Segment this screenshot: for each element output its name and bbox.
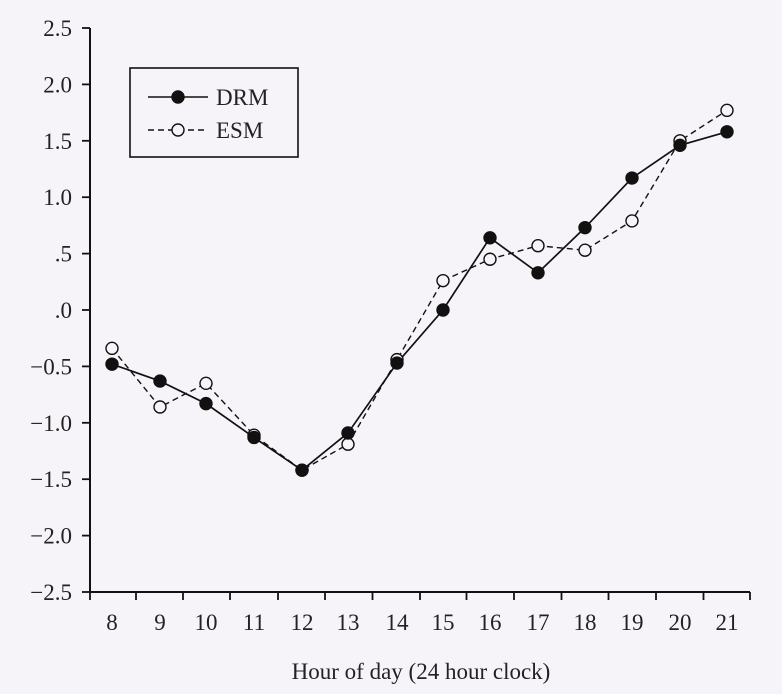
series-line-esm: [111, 109, 728, 472]
legend-esm-label: ESM: [216, 118, 263, 143]
legend-esm-marker: [171, 123, 185, 137]
x-tick-label: 10: [195, 610, 218, 635]
data-point-drm: [436, 303, 450, 317]
data-point-drm: [578, 220, 592, 235]
x-tick-label: 15: [432, 610, 455, 635]
data-point-drm: [247, 430, 261, 445]
data-point-esm: [625, 214, 639, 228]
tick-labels: 2.5 2.0 1.5 1.0 .5 .0 −0.5 −1.0 −1.5 −2.0 −2.5 8 9 10…: [30, 16, 738, 635]
data-points: [105, 103, 734, 477]
y-tick-label: −2.0: [30, 524, 72, 549]
y-tick-label: 2.0: [43, 72, 72, 97]
data-point-drm: [531, 266, 545, 280]
tick-marks: [82, 27, 751, 600]
y-tick-label: 2.5: [43, 16, 72, 41]
y-tick-label: 1.0: [43, 185, 72, 210]
y-tick-label: .0: [55, 298, 72, 323]
series-line-drm: [111, 130, 728, 472]
data-point-drm: [625, 171, 639, 185]
y-tick-label: −1.0: [30, 411, 72, 436]
y-tick-label: −2.5: [30, 580, 72, 605]
data-point-esm: [436, 273, 450, 288]
data-point-drm: [720, 125, 734, 139]
x-tick-label: 16: [479, 610, 502, 635]
x-tick-label: 20: [669, 610, 692, 635]
x-tick-label: 17: [527, 610, 550, 635]
x-tick-label: 14: [386, 610, 410, 635]
x-tick-label: 8: [106, 610, 118, 635]
data-point-drm: [199, 396, 213, 411]
y-tick-label: −0.5: [30, 354, 72, 379]
y-tick-label: 1.5: [43, 129, 72, 154]
data-point-drm: [673, 138, 687, 153]
data-point-esm: [105, 341, 119, 356]
x-tick-label: 12: [291, 610, 314, 635]
data-point-esm: [341, 437, 355, 451]
data-point-drm: [105, 357, 119, 371]
series-lines: [111, 109, 728, 472]
data-point-esm: [531, 239, 545, 253]
x-tick-label: 21: [716, 610, 739, 635]
x-tick-label: 19: [621, 610, 644, 635]
x-axis-label: Hour of day (24 hour clock): [292, 659, 551, 684]
data-point-drm: [295, 463, 309, 477]
x-tick-label: 9: [154, 610, 166, 635]
data-point-esm: [199, 376, 213, 391]
data-point-esm: [720, 103, 734, 118]
data-point-drm: [483, 231, 497, 245]
data-point-esm: [578, 243, 592, 257]
x-tick-label: 13: [337, 610, 360, 635]
data-point-drm: [153, 374, 167, 388]
x-tick-label: 11: [243, 610, 265, 635]
data-point-drm: [390, 356, 404, 370]
legend: DRM ESM: [129, 67, 299, 158]
legend-drm-label: DRM: [216, 85, 268, 110]
data-point-esm: [153, 400, 167, 414]
legend-box: [129, 67, 299, 158]
y-tick-label: .5: [55, 242, 72, 267]
y-tick-label: −1.5: [30, 467, 72, 492]
legend-drm-marker: [171, 90, 185, 104]
x-tick-label: 18: [574, 610, 597, 635]
data-point-drm: [341, 426, 355, 440]
data-point-esm: [483, 252, 497, 266]
